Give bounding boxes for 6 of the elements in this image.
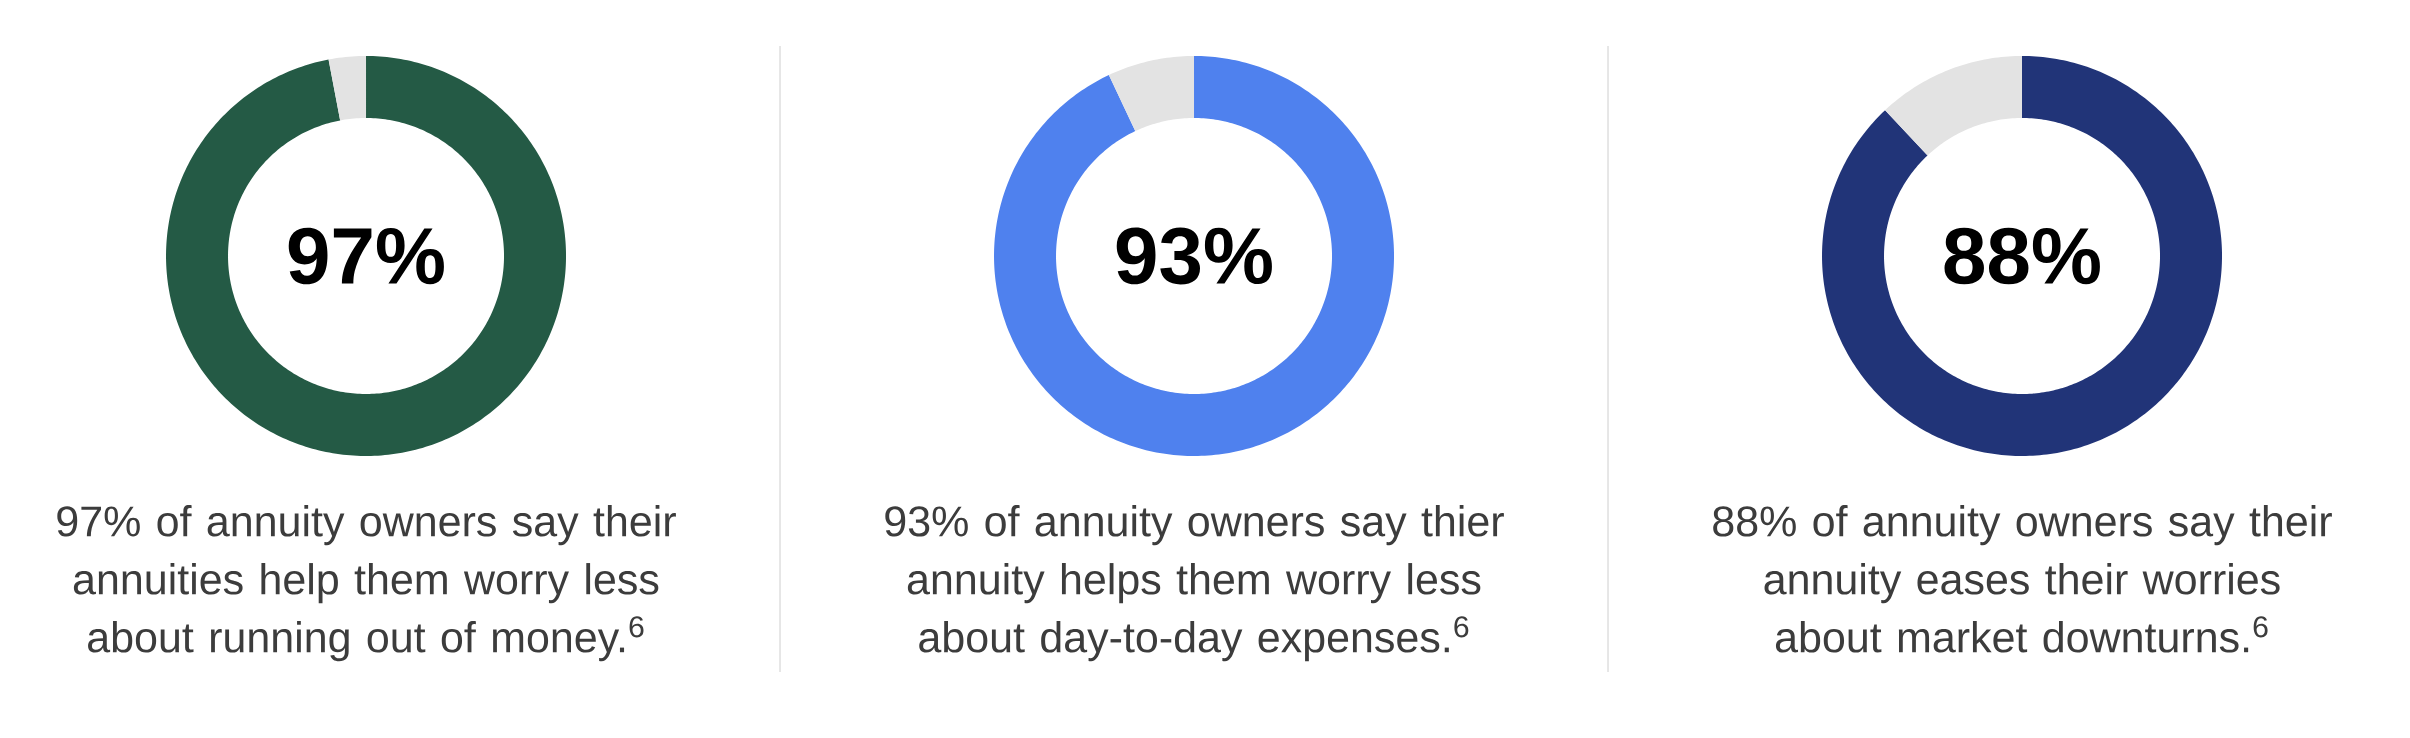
text: 97% of annuity owners say their annuities help them worry less about running out of money.$^{6}$	[57, 505, 676, 662]
data-label: 97%	[288, 227, 444, 285]
text: 93% of annuity owners say thier annuity helps them worry less about day-to-day expenses.$^{6}$	[885, 505, 1504, 662]
text: 88% of annuity owners say their annuity eases their worries about market downturns.$^{6}$	[1713, 505, 2332, 653]
data-label: 88%	[1944, 227, 2100, 285]
data-label: 93%	[1116, 227, 1272, 285]
